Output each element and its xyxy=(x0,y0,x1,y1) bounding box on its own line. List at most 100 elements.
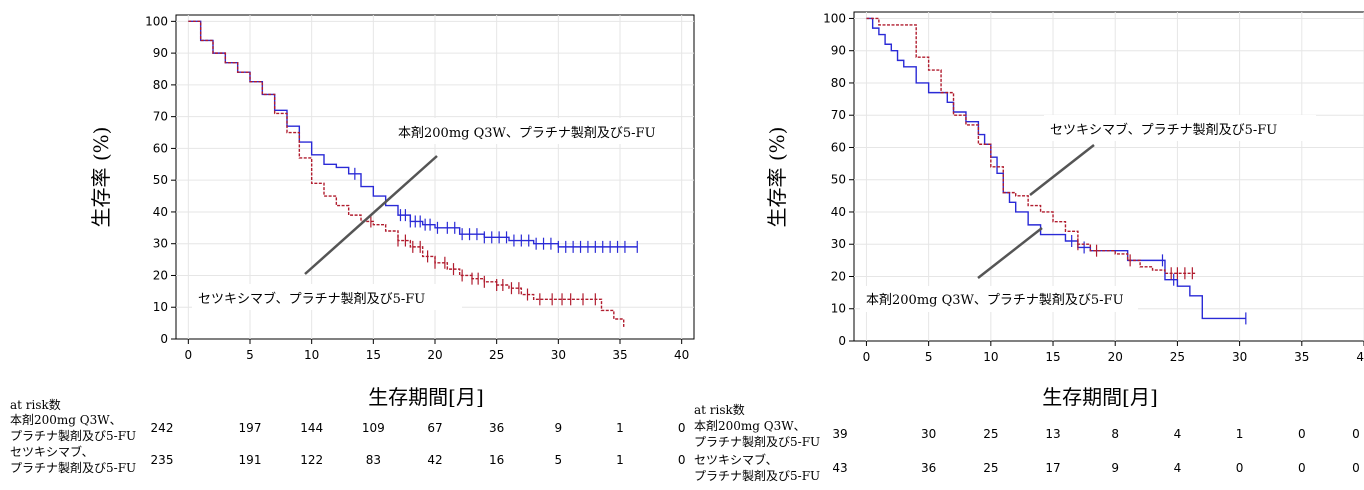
left-at-risk-title: at risk数 xyxy=(10,397,61,412)
x-tick-label: 30 xyxy=(551,348,566,362)
y-tick-label: 40 xyxy=(831,205,846,219)
y-tick-label: 70 xyxy=(831,108,846,122)
at-risk-value: 42 xyxy=(427,453,442,467)
y-tick-label: 40 xyxy=(153,205,168,219)
y-tick-label: 70 xyxy=(153,110,168,124)
curve-pembro xyxy=(866,17,1246,320)
x-tick-label: 25 xyxy=(1170,350,1185,364)
at-risk-value: 0 xyxy=(1352,461,1360,475)
left-annotation-1-box xyxy=(392,118,676,144)
right-at-risk-label-1a: 本剤200mg Q3W、 xyxy=(694,418,806,433)
right-at-risk-title: at risk数 xyxy=(694,402,745,417)
x-tick-label: 35 xyxy=(612,348,627,362)
at-risk-value: 36 xyxy=(489,421,504,435)
left-y-axis-label: 生存率 (%) xyxy=(89,127,113,228)
right-annotation-2: 本剤200mg Q3W、プラチナ製剤及び5-FU xyxy=(866,292,1124,308)
curve-cetux xyxy=(188,20,625,327)
at-risk-value: 5 xyxy=(555,453,563,467)
left-y-ticks: 0 10 20 30 40 50 60 70 80 90 100 xyxy=(145,14,176,346)
right-at-risk-label-1b: プラチナ製剤及び5-FU xyxy=(694,434,820,449)
at-risk-value: 16 xyxy=(489,453,504,467)
at-risk-value: 36 xyxy=(921,461,936,475)
at-risk-value: 0 xyxy=(1352,427,1360,441)
right-y-axis-label: 生存率 (%) xyxy=(765,127,789,228)
at-risk-value: 67 xyxy=(427,421,442,435)
x-tick-label: 15 xyxy=(1045,350,1060,364)
at-risk-value: 43 xyxy=(832,461,847,475)
right-pointer-line-2 xyxy=(977,227,1043,279)
left-annotation-2: セツキシマブ、プラチナ製剤及び5-FU xyxy=(198,291,425,307)
x-tick-label: 35 xyxy=(1294,350,1309,364)
right-y-ticks: 0 10 20 30 40 50 60 70 80 90 100 xyxy=(823,11,854,348)
at-risk-value: 191 xyxy=(239,453,262,467)
at-risk-value: 13 xyxy=(1045,427,1060,441)
y-tick-label: 100 xyxy=(823,11,846,25)
x-tick-label: 30 xyxy=(1232,350,1247,364)
left-at-risk-label-2a: セツキシマブ、 xyxy=(10,444,94,459)
x-tick-label: 20 xyxy=(427,348,442,362)
right-x-ticks: 0 5 10 15 20 25 30 35 40 xyxy=(863,341,1364,364)
at-risk-value: 144 xyxy=(300,421,323,435)
left-survival-curves xyxy=(188,20,638,327)
at-risk-value: 17 xyxy=(1045,461,1060,475)
right-annotation-2-box xyxy=(860,286,1138,312)
x-tick-label: 0 xyxy=(185,348,193,362)
left-at-risk-label-1a: 本剤200mg Q3W、 xyxy=(10,412,122,427)
y-tick-label: 50 xyxy=(153,173,168,187)
y-tick-label: 50 xyxy=(831,173,846,187)
at-risk-value: 4 xyxy=(1174,461,1182,475)
right-survival-curves xyxy=(866,17,1247,325)
y-tick-label: 10 xyxy=(831,302,846,316)
at-risk-value: 122 xyxy=(300,453,323,467)
at-risk-value: 9 xyxy=(1111,461,1119,475)
at-risk-value: 242 xyxy=(151,421,174,435)
left-at-risk-label-1b: プラチナ製剤及び5-FU xyxy=(10,428,136,443)
at-risk-value: 0 xyxy=(1298,427,1306,441)
right-at-risk-label-2a: セツキシマブ、 xyxy=(694,452,778,467)
y-tick-label: 100 xyxy=(145,14,168,28)
at-risk-value: 1 xyxy=(616,453,624,467)
y-tick-label: 0 xyxy=(838,334,846,348)
right-at-risk-label-2b: プラチナ製剤及び5-FU xyxy=(694,468,820,483)
x-tick-label: 10 xyxy=(983,350,998,364)
y-tick-label: 30 xyxy=(153,237,168,251)
at-risk-value: 9 xyxy=(555,421,563,435)
x-tick-label: 5 xyxy=(925,350,933,364)
y-tick-label: 90 xyxy=(153,46,168,60)
at-risk-value: 39 xyxy=(832,427,847,441)
x-tick-label: 10 xyxy=(304,348,319,362)
x-tick-label: 40 xyxy=(674,348,689,362)
at-risk-value: 197 xyxy=(239,421,262,435)
at-risk-value: 235 xyxy=(151,453,174,467)
y-tick-label: 0 xyxy=(160,332,168,346)
x-tick-label: 40 xyxy=(1356,350,1364,364)
y-tick-label: 80 xyxy=(831,76,846,90)
at-risk-value: 0 xyxy=(678,421,686,435)
right-pointer-line-1 xyxy=(1029,144,1095,196)
left-annotation-1: 本剤200mg Q3W、プラチナ製剤及び5-FU xyxy=(398,125,656,141)
left-at-risk-label-2b: プラチナ製剤及び5-FU xyxy=(10,460,136,475)
left-pointer-line-1 xyxy=(304,155,438,275)
at-risk-value: 4 xyxy=(1174,427,1182,441)
at-risk-value: 1 xyxy=(1236,427,1244,441)
x-tick-label: 0 xyxy=(863,350,871,364)
at-risk-value: 0 xyxy=(1236,461,1244,475)
x-tick-label: 5 xyxy=(246,348,254,362)
at-risk-value: 83 xyxy=(366,453,381,467)
at-risk-value: 0 xyxy=(1298,461,1306,475)
left-at-risk-values: 242 197 144 109 67 36 9 1 0 235 191 122 83 42 16 5 1 0 xyxy=(151,421,686,467)
y-tick-label: 20 xyxy=(153,268,168,282)
left-x-axis-label: 生存期間[月] xyxy=(368,385,484,409)
right-grid xyxy=(854,12,1364,341)
right-at-risk-values: 39 30 25 13 8 4 1 0 0 43 36 25 17 9 4 0 0 0 xyxy=(832,427,1359,475)
y-tick-label: 60 xyxy=(831,140,846,154)
at-risk-value: 8 xyxy=(1111,427,1119,441)
at-risk-value: 30 xyxy=(921,427,936,441)
left-grid xyxy=(176,15,694,339)
at-risk-value: 25 xyxy=(983,461,998,475)
y-tick-label: 10 xyxy=(153,300,168,314)
at-risk-value: 109 xyxy=(362,421,385,435)
x-tick-label: 20 xyxy=(1108,350,1123,364)
